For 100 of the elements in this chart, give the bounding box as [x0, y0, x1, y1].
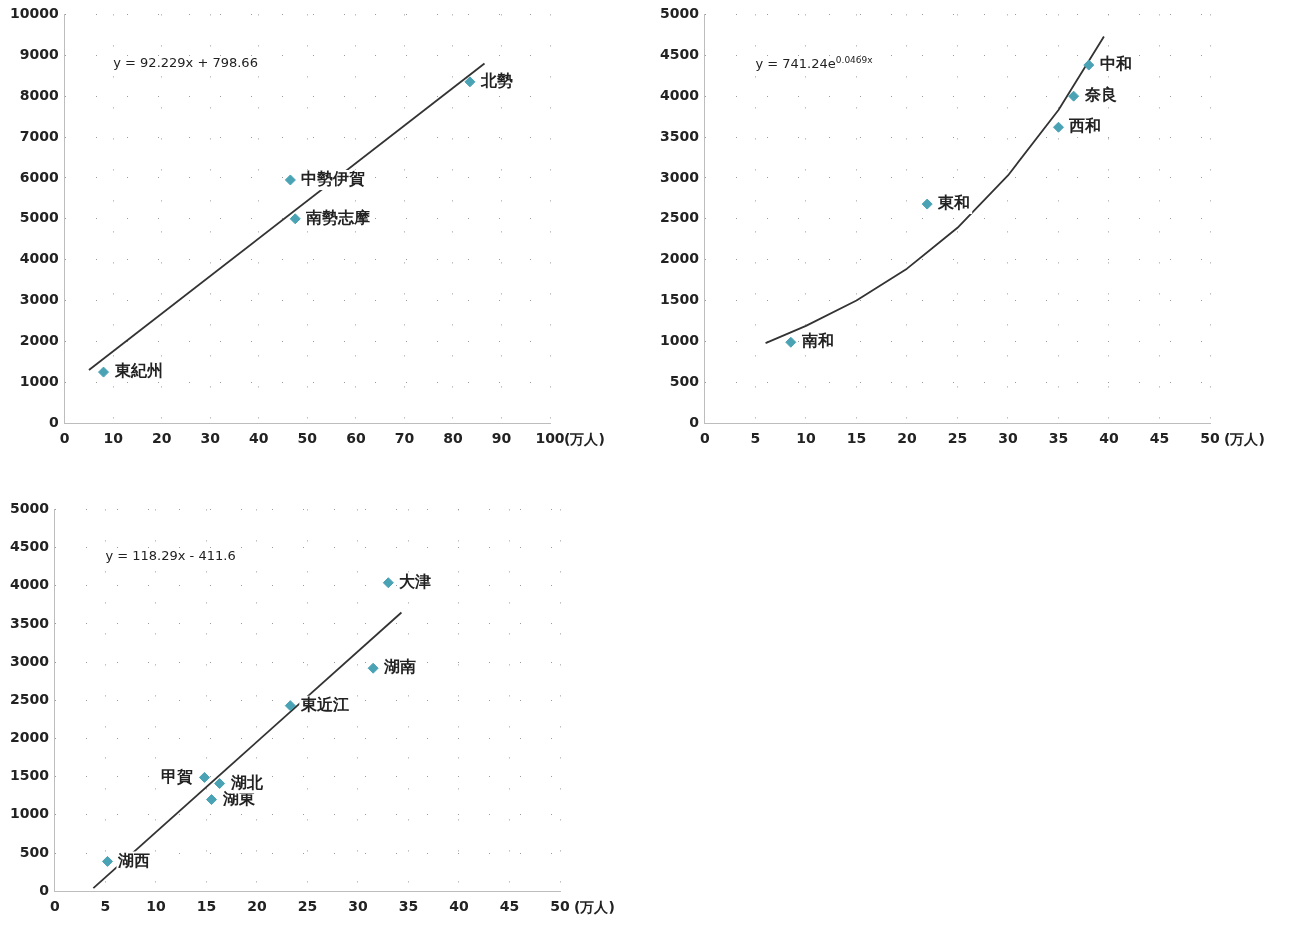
y-tick-label: 500	[669, 372, 700, 389]
y-tick-label: 10000	[9, 5, 59, 22]
point	[101, 855, 113, 867]
y-tick-label: 6000	[19, 168, 59, 185]
annotation: y = 741.24e$^{0.0469x}$	[755, 55, 873, 72]
annotation: 東近江	[300, 694, 350, 714]
y-tick-label: 2000	[19, 332, 59, 349]
y-tick-label: 3500	[660, 127, 700, 144]
y-tick-label: 7000	[19, 127, 59, 144]
x-tick-label: 40	[249, 430, 269, 447]
y-tick-label: 0	[48, 413, 59, 430]
annotation: 西和	[1068, 116, 1102, 136]
annotation: 大津	[399, 571, 432, 591]
x-tick-label: 30	[998, 430, 1018, 447]
y-tick-label: 0	[39, 881, 50, 898]
y-tick-label: 4000	[10, 576, 50, 593]
x-tick-label: 35	[1048, 430, 1069, 447]
point	[921, 198, 933, 210]
x-tick-label: 45	[1149, 430, 1170, 447]
annotation: 中和	[1099, 54, 1132, 74]
point	[367, 662, 379, 674]
x-axis-title: (万人)	[574, 898, 615, 915]
annotation: 南勢志摩	[305, 207, 371, 227]
y-tick-label: 3000	[19, 291, 59, 308]
x-tick-label: 30	[200, 430, 221, 447]
y-tick-label: 4500	[660, 45, 700, 62]
x-tick-label: 20	[247, 898, 267, 915]
y-tick-label: 5000	[10, 500, 50, 517]
point	[284, 174, 296, 186]
x-tick-label: 50	[1200, 430, 1220, 447]
annotation: 南和	[800, 331, 834, 351]
y-tick-label: 2500	[10, 690, 50, 707]
x-tick-label: 25	[947, 430, 968, 447]
x-tick-label: 0	[700, 430, 711, 447]
x-tick-label: 40	[449, 898, 469, 915]
point	[1068, 90, 1080, 102]
y-tick-label: 4000	[19, 250, 59, 267]
y-tick-label: 5000	[660, 5, 700, 22]
annotation: 中勢伊賀	[301, 169, 366, 189]
point	[198, 771, 210, 783]
y-tick-label: 3500	[10, 614, 50, 631]
y-tick-label: 3000	[10, 652, 50, 669]
point	[284, 700, 296, 712]
x-tick-label: 70	[394, 430, 415, 447]
y-tick-label: 0	[689, 413, 700, 430]
x-tick-label: 45	[499, 898, 520, 915]
x-tick-label: 10	[796, 430, 816, 447]
x-tick-label: 100	[535, 430, 565, 447]
x-tick-label: 10	[146, 898, 166, 915]
x-tick-label: 35	[398, 898, 419, 915]
point	[214, 778, 226, 790]
annotation: 東紀州	[113, 361, 163, 381]
y-tick-label: 9000	[19, 45, 59, 62]
x-axis-title: (万人)	[1224, 430, 1265, 447]
x-tick-label: 30	[348, 898, 368, 915]
x-tick-label: 80	[443, 430, 463, 447]
y-tick-label: 5000	[19, 209, 59, 226]
y-tick-label: 8000	[19, 86, 59, 103]
x-tick-label: 40	[1099, 430, 1119, 447]
x-tick-label: 15	[846, 430, 867, 447]
x-tick-label: 0	[59, 430, 70, 447]
y-tick-label: 1000	[10, 805, 50, 822]
x-tick-label: 50	[297, 430, 318, 447]
y-tick-label: 4000	[660, 86, 700, 103]
point	[206, 794, 218, 806]
annotation: 湖西	[117, 850, 151, 870]
annotation: 東和	[937, 193, 971, 213]
x-tick-label: 15	[196, 898, 217, 915]
y-tick-label: 4500	[10, 538, 50, 555]
annotation: 湖南	[383, 657, 417, 677]
y-tick-label: 2500	[660, 209, 700, 226]
y-tick-label: 2000	[660, 250, 700, 267]
point	[289, 213, 301, 225]
point	[464, 76, 476, 88]
annotation: 甲賀	[161, 766, 194, 786]
point	[1052, 121, 1064, 133]
x-axis-title: (万人)	[564, 430, 605, 447]
y-tick-label: 2000	[10, 729, 50, 746]
annotation: 北勢	[479, 71, 513, 91]
x-tick-label: 5	[750, 430, 761, 447]
point	[382, 577, 394, 589]
y-tick-label: 3000	[660, 168, 700, 185]
x-tick-label: 50	[550, 898, 570, 915]
annotation: y = 118.29x - 411.6	[105, 547, 236, 563]
x-tick-label: 25	[297, 898, 318, 915]
x-tick-label: 10	[103, 430, 124, 447]
y-tick-label: 1000	[660, 332, 700, 349]
x-tick-label: 5	[100, 898, 111, 915]
y-tick-label: 500	[19, 843, 50, 860]
y-tick-label: 1500	[660, 291, 700, 308]
annotation: y = 92.229x + 798.66	[113, 55, 258, 71]
x-tick-label: 90	[491, 430, 512, 447]
point	[785, 336, 797, 348]
x-tick-label: 20	[152, 430, 172, 447]
point	[1083, 59, 1095, 71]
x-tick-label: 20	[897, 430, 917, 447]
y-tick-label: 1500	[10, 767, 50, 784]
point	[98, 366, 110, 378]
annotation: 奈良	[1083, 85, 1117, 105]
y-tick-label: 1000	[19, 372, 59, 389]
